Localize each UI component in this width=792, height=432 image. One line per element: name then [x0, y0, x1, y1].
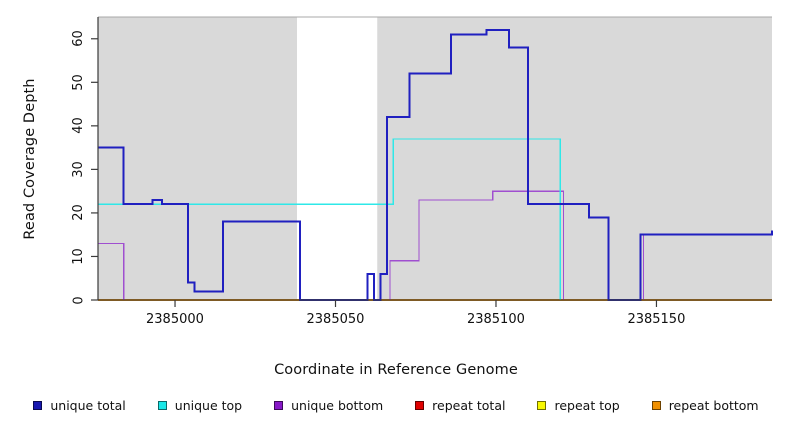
legend-swatch-icon	[537, 401, 547, 410]
x-tick-label: 2385150	[627, 312, 686, 327]
legend-label: repeat top	[554, 398, 620, 413]
x-tick-label: 2385000	[146, 312, 204, 327]
legend-item: repeat total	[415, 398, 505, 413]
legend-label: unique total	[50, 398, 126, 413]
y-tick-label: 20	[70, 204, 86, 222]
y-tick-label: 30	[70, 161, 86, 178]
legend-swatch-icon	[157, 401, 167, 410]
x-axis-title: Coordinate in Reference Genome	[274, 362, 518, 378]
legend-item: unique bottom	[274, 398, 383, 413]
legend-item: unique top	[157, 398, 243, 413]
y-tick-label: 40	[70, 117, 86, 135]
legend-item: repeat bottom	[651, 398, 759, 413]
y-tick-label: 10	[70, 248, 86, 265]
legend-label: repeat total	[432, 398, 506, 413]
y-tick-label: 50	[70, 74, 86, 91]
legend-label: unique top	[174, 398, 243, 413]
x-tick-label: 2385050	[306, 312, 365, 327]
series-line-unique-total	[98, 29, 773, 301]
series-line-unique-top	[98, 138, 772, 301]
x-tick-label: 2385100	[466, 312, 525, 327]
legend-item: repeat top	[537, 398, 620, 413]
legend-label: unique bottom	[291, 398, 384, 413]
legend-item: unique total	[33, 398, 126, 413]
y-tick-label: 60	[70, 30, 86, 48]
legend-swatch-icon	[274, 401, 284, 410]
y-tick-label: 0	[71, 295, 87, 305]
chart-legend: unique total unique top unique bottom repea…	[0, 398, 792, 413]
legend-label: repeat bottom	[668, 398, 759, 413]
legend-swatch-icon	[33, 401, 43, 410]
plot-background	[98, 17, 772, 300]
legend-swatch-icon	[651, 401, 661, 410]
legend-swatch-icon	[415, 401, 425, 410]
coverage-gap-band	[296, 17, 378, 300]
